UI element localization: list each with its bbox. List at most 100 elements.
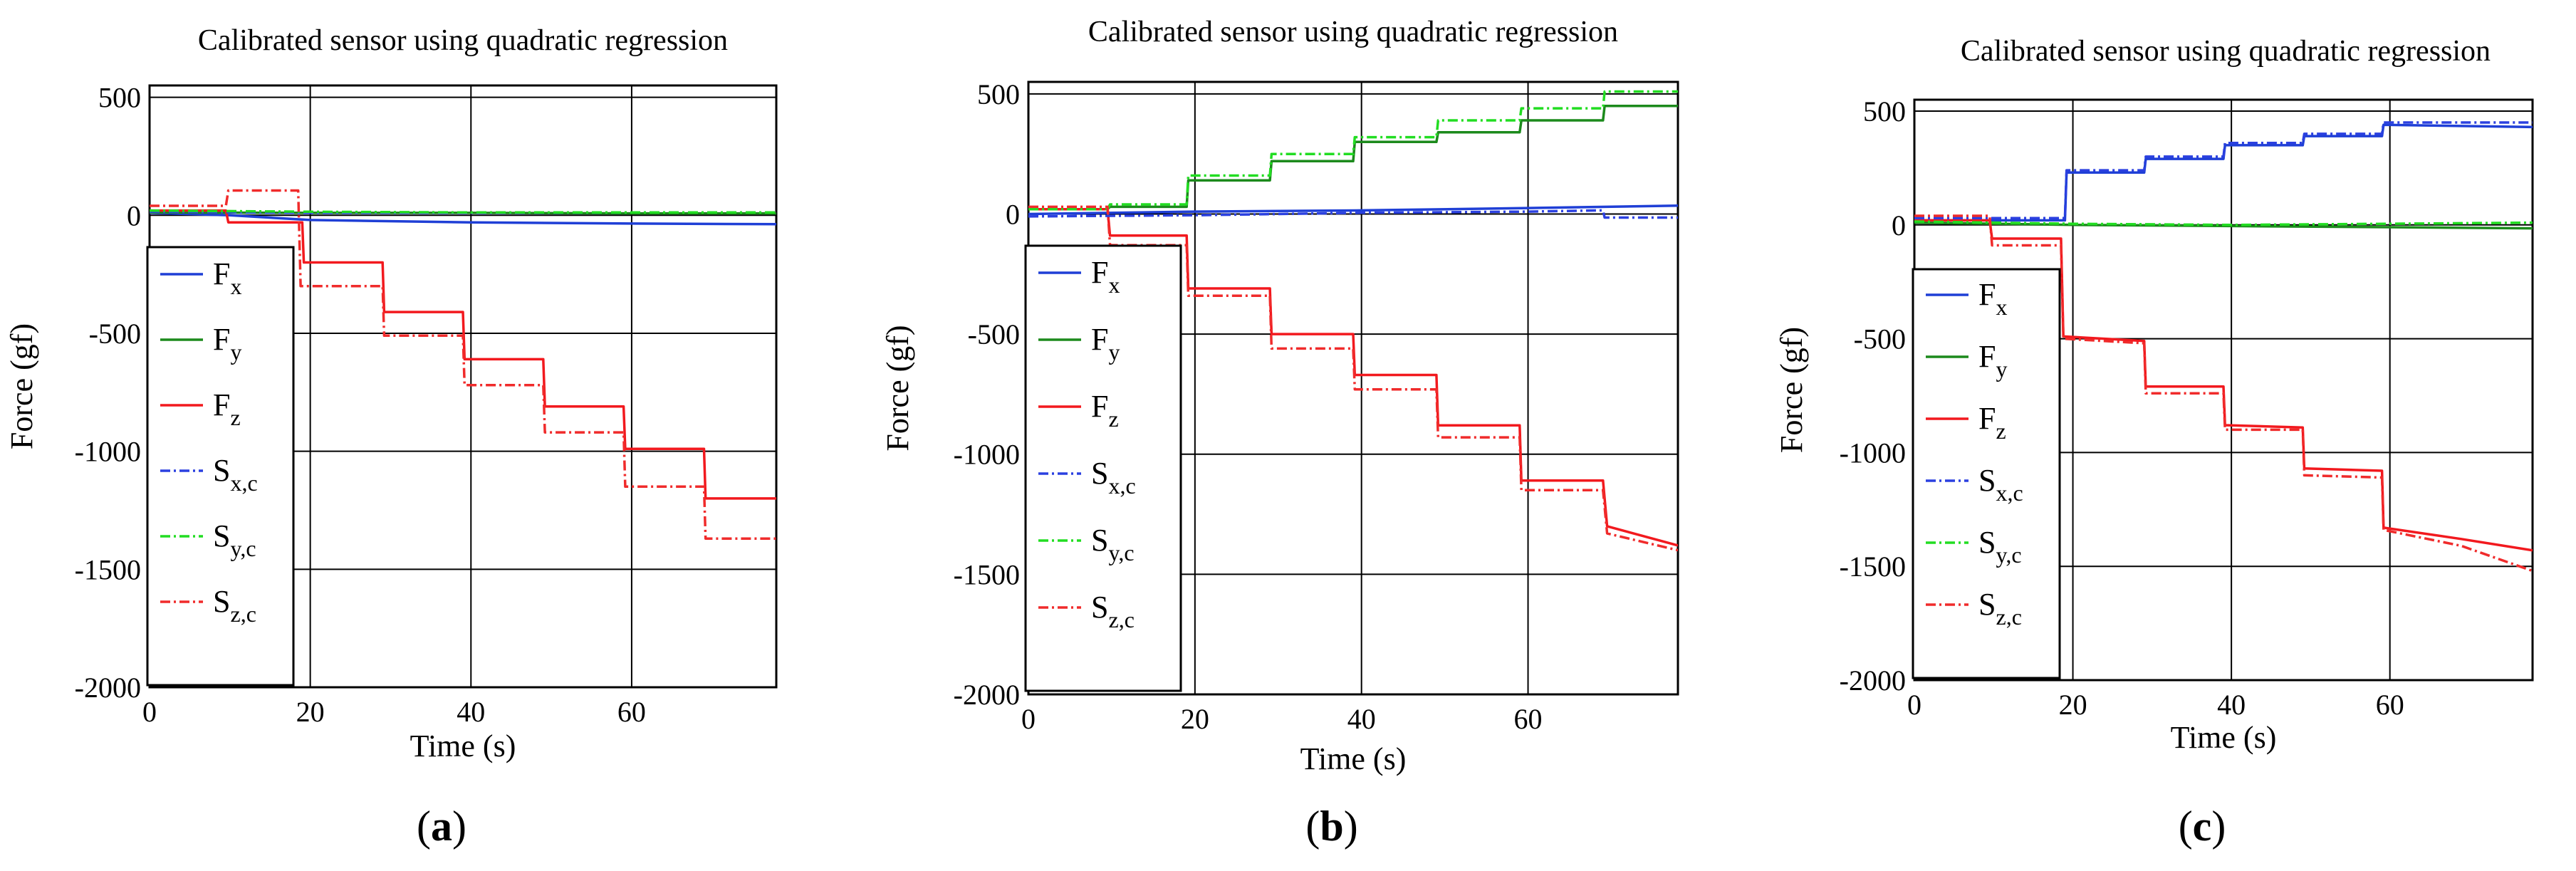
chart-title: Calibrated sensor using quadratic regres… xyxy=(1088,16,1618,48)
legend-label-subscript: x xyxy=(230,273,241,299)
legend-label-base: F xyxy=(1091,255,1108,290)
y-tick-label: 0 xyxy=(127,199,141,231)
x-tick-label: 40 xyxy=(2217,689,2246,721)
series-syc-line xyxy=(1028,90,1678,211)
legend-label: Sx,c xyxy=(1978,463,2023,506)
chart-title: Calibrated sensor using quadratic regres… xyxy=(1961,35,2491,68)
y-tick-label: 500 xyxy=(1863,95,1906,127)
series-sxc-line xyxy=(1914,121,2533,219)
series-szc-line xyxy=(150,189,776,540)
panel-label-letter: a xyxy=(431,803,452,850)
panel-label-paren: ( xyxy=(417,803,431,850)
legend-label: Sz,c xyxy=(213,584,256,627)
panel-label: (c) xyxy=(2179,803,2226,850)
legend-label-base: S xyxy=(213,453,230,488)
y-axis-label: Force (gf) xyxy=(4,323,39,449)
y-tick-label: -2000 xyxy=(954,679,1020,711)
series-group xyxy=(1028,90,1678,552)
legend-label: Fz xyxy=(1978,401,2006,444)
x-tick-label: 0 xyxy=(142,696,157,728)
legend-label-base: S xyxy=(1978,525,1996,560)
legend-label: Sz,c xyxy=(1091,590,1135,632)
legend-label: Fy xyxy=(1091,322,1120,365)
x-tick-label: 20 xyxy=(2059,689,2087,721)
legend-label-subscript: x,c xyxy=(230,470,257,496)
legend-label: Sx,c xyxy=(1091,456,1136,499)
y-tick-label: -1500 xyxy=(954,558,1020,590)
y-tick-label: -2000 xyxy=(75,672,141,704)
series-group xyxy=(150,189,776,540)
y-tick-label: -1500 xyxy=(1840,551,1906,583)
chart-panel-1: Calibrated sensor using quadratic regres… xyxy=(4,24,778,850)
legend-label-subscript: z xyxy=(1108,406,1118,432)
legend-label: Sz,c xyxy=(1978,587,2022,630)
y-tick-label: 0 xyxy=(1006,198,1020,230)
y-tick-label: -500 xyxy=(89,318,141,350)
series-group xyxy=(1914,121,2533,573)
panel-label-paren: ) xyxy=(452,803,466,850)
panel-label: (b) xyxy=(1305,803,1357,850)
x-tick-label: 40 xyxy=(1347,703,1376,735)
series-syc-line xyxy=(150,209,776,214)
legend-label-base: F xyxy=(213,387,230,422)
y-tick-label: -2000 xyxy=(1840,664,1906,697)
legend-box xyxy=(1912,268,2061,679)
legend-label: Sy,c xyxy=(1091,523,1135,565)
legend-label-subscript: x xyxy=(1996,294,2007,320)
legend-label-subscript: y xyxy=(1108,339,1120,365)
legend-label-base: S xyxy=(1091,456,1108,491)
y-tick-label: -500 xyxy=(968,318,1020,350)
legend-label: Fz xyxy=(213,387,241,430)
series-syc-line xyxy=(1914,220,2533,226)
legend-label-base: S xyxy=(1091,590,1108,625)
legend-label-subscript: x,c xyxy=(1996,480,2023,506)
y-tick-label: 500 xyxy=(98,82,141,114)
y-tick-label: -1000 xyxy=(954,439,1020,471)
legend-label-subscript: y,c xyxy=(1108,540,1134,565)
legend-label-subscript: x xyxy=(1108,272,1120,298)
legend-label: Fx xyxy=(213,256,241,299)
y-tick-label: -500 xyxy=(1854,323,1906,355)
x-axis-label: Time (s) xyxy=(1300,741,1407,776)
legend-label: Fz xyxy=(1091,389,1119,432)
legend-label-base: F xyxy=(1978,401,1996,436)
chart-title: Calibrated sensor using quadratic regres… xyxy=(198,24,728,57)
legend-label-base: F xyxy=(213,322,230,357)
y-tick-label: -1000 xyxy=(75,436,141,468)
legend-label-base: F xyxy=(1978,339,1996,374)
series-fx-line xyxy=(1028,204,1678,216)
legend-label-base: S xyxy=(1978,463,1996,498)
panel-label-letter: b xyxy=(1320,803,1343,850)
series-fy-line xyxy=(1028,104,1678,211)
x-axis-label: Time (s) xyxy=(2171,720,2277,755)
legend-label: Sy,c xyxy=(213,518,256,561)
legend-label-subscript: z,c xyxy=(1996,604,2021,630)
panel-label-letter: c xyxy=(2193,803,2212,850)
chart-panel-3: Calibrated sensor using quadratic regres… xyxy=(1774,35,2534,850)
panel-label-paren: ) xyxy=(1344,803,1358,850)
y-axis-label: Force (gf) xyxy=(880,325,915,451)
legend-label: Fx xyxy=(1091,255,1120,298)
legend-box xyxy=(146,246,295,687)
legend-box xyxy=(1024,244,1182,692)
legend-label-base: F xyxy=(1091,389,1108,424)
x-tick-label: 40 xyxy=(457,696,485,728)
x-tick-label: 0 xyxy=(1021,703,1036,735)
y-tick-label: 0 xyxy=(1892,209,1906,241)
legend-label-subscript: z,c xyxy=(230,601,256,627)
y-axis-label: Force (gf) xyxy=(1774,327,1809,453)
legend-label-base: F xyxy=(1091,322,1108,357)
legend-label-subscript: z xyxy=(230,405,240,430)
legend-label-subscript: y xyxy=(230,339,241,365)
series-sxc-line xyxy=(1028,209,1678,219)
legend-label: Fy xyxy=(213,322,241,365)
legend-label-base: F xyxy=(1978,277,1996,312)
panel-label-paren: ) xyxy=(2211,803,2226,850)
legend-label-base: S xyxy=(213,584,230,619)
legend-label-base: S xyxy=(1978,587,1996,622)
y-tick-label: -1500 xyxy=(75,553,141,585)
chart-panel-2: Calibrated sensor using quadratic regres… xyxy=(880,16,1679,850)
x-tick-label: 60 xyxy=(617,696,646,728)
